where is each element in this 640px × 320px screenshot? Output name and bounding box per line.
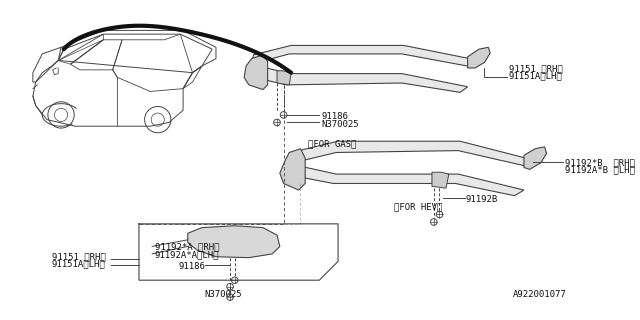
Text: 91151A〈LH〉: 91151A〈LH〉 (52, 260, 106, 268)
Text: 91186: 91186 (179, 262, 205, 271)
Polygon shape (524, 147, 547, 169)
Text: 91186: 91186 (321, 112, 348, 121)
Polygon shape (280, 149, 305, 190)
Polygon shape (468, 47, 490, 68)
Text: 91192*B  〈RH〉: 91192*B 〈RH〉 (565, 158, 635, 167)
Text: 91192B: 91192B (466, 195, 498, 204)
Polygon shape (246, 45, 470, 92)
Text: N370025: N370025 (321, 120, 359, 129)
Text: 〈FOR GAS〉: 〈FOR GAS〉 (308, 139, 356, 148)
Text: 91151A〈LH〉: 91151A〈LH〉 (509, 72, 563, 81)
Text: 91151 〈RH〉: 91151 〈RH〉 (509, 64, 563, 73)
Text: 91192*A 〈RH〉: 91192*A 〈RH〉 (155, 243, 220, 252)
Polygon shape (277, 71, 291, 85)
Polygon shape (285, 141, 526, 196)
Polygon shape (432, 172, 449, 188)
Text: A922001077: A922001077 (513, 290, 567, 299)
Text: 〈FOR HEV〉: 〈FOR HEV〉 (394, 202, 443, 211)
Polygon shape (244, 55, 268, 90)
Text: N370025: N370025 (205, 290, 243, 299)
Text: 91151 〈RH〉: 91151 〈RH〉 (52, 252, 106, 261)
Text: 91192A*A〈LH〉: 91192A*A〈LH〉 (155, 250, 220, 259)
Polygon shape (188, 226, 280, 258)
Text: 91192A*B 〈LH〉: 91192A*B 〈LH〉 (565, 166, 635, 175)
